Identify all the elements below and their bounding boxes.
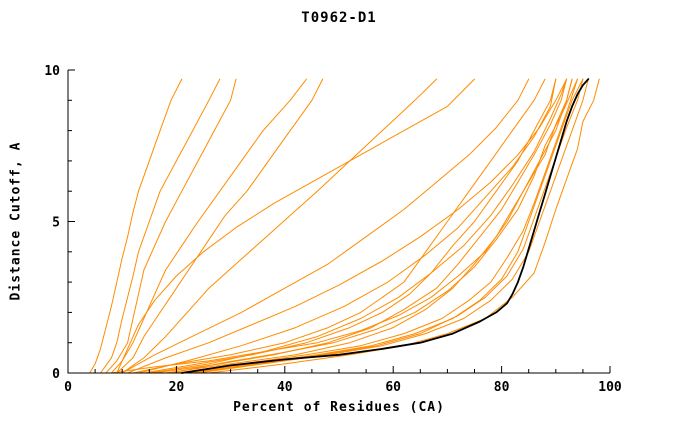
series-line-model-13 [148, 78, 568, 374]
series-line-model-05 [116, 78, 324, 374]
series-line-best-model [180, 78, 590, 374]
series-line-model-22 [208, 78, 600, 374]
series-line-model-19 [186, 78, 584, 374]
series-line-model-02 [100, 78, 221, 374]
series-line-model-10 [138, 78, 557, 374]
x-tick-label: 100 [598, 380, 622, 395]
x-tick-label: 60 [385, 380, 401, 395]
series-line-model-15 [165, 78, 573, 374]
series-line-model-12 [143, 78, 557, 374]
x-tick-label: 0 [64, 380, 72, 395]
x-tick-label: 40 [277, 380, 293, 395]
series-line-model-14 [154, 78, 568, 374]
series-line-model-11 [132, 78, 546, 374]
series-line-model-18 [175, 78, 578, 374]
series-line-model-17 [110, 78, 573, 374]
x-tick-label: 20 [169, 380, 185, 395]
y-axis-label: Distance Cutoff, A [8, 141, 24, 301]
x-tick-label: 80 [494, 380, 510, 395]
y-tick-label: 10 [44, 64, 60, 79]
series-line-model-04 [110, 78, 307, 374]
series-line-model-20 [192, 78, 584, 374]
y-tick-label: 0 [52, 367, 60, 382]
x-axis-label: Percent of Residues (CA) [233, 400, 445, 415]
series-line-model-03 [105, 78, 237, 374]
series-line-model-08 [121, 78, 530, 374]
y-tick-label: 5 [52, 216, 60, 231]
series-line-model-09 [127, 78, 568, 374]
series-line-model-16 [170, 78, 578, 374]
series-line-model-21 [197, 78, 589, 374]
series-line-model-01 [89, 78, 183, 374]
chart-title: T0962-D1 [301, 10, 377, 26]
series-line-model-07 [116, 78, 475, 374]
series-line-model-06 [121, 78, 438, 374]
